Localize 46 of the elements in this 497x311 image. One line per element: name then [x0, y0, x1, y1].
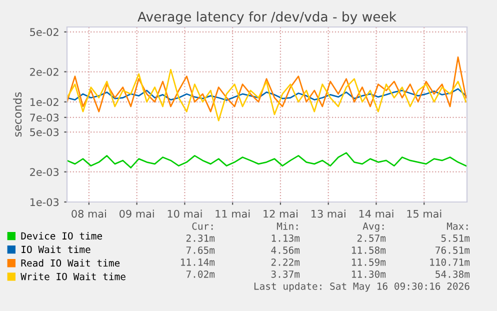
- y-axis-title: seconds: [13, 92, 22, 137]
- line-series: [67, 68, 467, 122]
- y-tick-label: 1e-02: [30, 98, 58, 106]
- text: 76.51m: [436, 246, 470, 254]
- text: 11.30m: [352, 270, 386, 278]
- text: 54.38m: [436, 270, 470, 278]
- x-tick-label: 13 mai: [311, 210, 346, 218]
- x-tick-label: 14 mai: [359, 210, 394, 218]
- text: 110.71m: [430, 258, 470, 266]
- text: 11.14m: [181, 258, 215, 266]
- text: 2.31m: [186, 234, 215, 242]
- line-series: [67, 152, 467, 168]
- text: 7.02m: [186, 270, 215, 278]
- legend-label: IO Wait time: [22, 246, 90, 254]
- legend-label: Device IO time: [21, 232, 102, 240]
- text: 1.13m: [272, 234, 300, 242]
- x-tick-label: 15 mai: [407, 210, 442, 218]
- text: 4.56m: [271, 246, 300, 254]
- text: Cur:: [192, 222, 213, 230]
- text: 11.58m: [352, 246, 386, 254]
- text: 2.22m: [271, 258, 300, 266]
- text: 2.57m: [357, 234, 386, 242]
- y-tick-label: 7e-03: [30, 114, 59, 122]
- y-tick-label: 2e-03: [30, 168, 59, 176]
- text: 11.59m: [352, 258, 386, 266]
- text: Last update: Sat May 16 09:30:16 2026: [254, 282, 470, 292]
- text: Min:: [276, 222, 298, 230]
- text: 7.65m: [186, 246, 215, 254]
- text: Max:: [446, 222, 468, 230]
- y-tick-label: 2e-02: [30, 68, 58, 76]
- x-tick-label: 12 mai: [264, 210, 298, 218]
- y-tick-label: 5e-02: [30, 28, 58, 36]
- legend-label: Read IO Wait time: [21, 259, 120, 267]
- line-series: [67, 56, 467, 112]
- x-tick-label: 11 mai: [216, 210, 250, 218]
- text: Avg:: [362, 222, 384, 232]
- chart-title: Average latency for /dev/vda - by week: [138, 11, 396, 24]
- y-tick-label: 1e-03: [30, 198, 59, 206]
- line-series: [67, 88, 467, 101]
- legend-label: Write IO Wait time: [20, 272, 126, 280]
- x-tick-label: 10 mai: [168, 210, 202, 218]
- x-tick-label: 08 mai: [72, 210, 106, 218]
- x-tick-label: 09 mai: [120, 210, 154, 218]
- text: 5.51m: [441, 234, 470, 242]
- text: 3.37m: [271, 270, 300, 278]
- y-tick-label: 5e-03: [30, 128, 59, 136]
